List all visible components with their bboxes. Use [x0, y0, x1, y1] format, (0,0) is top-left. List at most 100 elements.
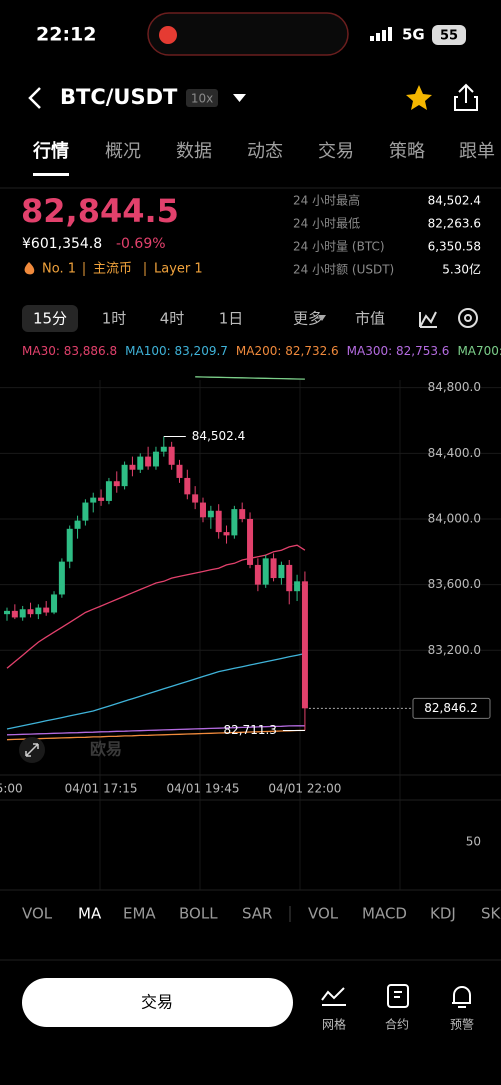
- action-label[interactable]: 网格: [322, 1017, 346, 1032]
- interval-active: [22, 305, 78, 332]
- tag: Layer 1: [154, 262, 203, 277]
- price-cny: ¥601,354.8: [22, 236, 102, 252]
- tab[interactable]: 策略: [389, 141, 425, 162]
- candle-body: [254, 564, 261, 585]
- change: -0.69%: [116, 236, 166, 252]
- alert-icon[interactable]: [452, 986, 471, 1008]
- candle-body: [145, 456, 152, 467]
- action-label[interactable]: 预警: [450, 1017, 474, 1032]
- action-label[interactable]: 合约: [385, 1017, 409, 1032]
- candle-body: [301, 581, 308, 709]
- battery-level: 55: [440, 29, 458, 44]
- trade-button[interactable]: [22, 978, 293, 1027]
- indicator[interactable]: EMA: [123, 905, 156, 923]
- rank: No. 1: [42, 262, 76, 277]
- battery: [432, 25, 466, 45]
- indicator[interactable]: SAR: [242, 905, 272, 923]
- watermark: 欧易: [90, 740, 122, 759]
- settings[interactable]: [458, 308, 478, 328]
- candle-body: [286, 564, 293, 592]
- interval[interactable]: 市值: [355, 310, 385, 328]
- candle-body: [4, 610, 10, 615]
- futures-lines: [394, 991, 402, 998]
- futures-icon[interactable]: [387, 984, 409, 1008]
- candle-body: [200, 502, 206, 518]
- pair[interactable]: BTC/USDT: [60, 85, 178, 109]
- legend-entry: MA10083,209.7: [125, 344, 228, 358]
- last-price-label: 82,846.2: [424, 701, 477, 715]
- candle-body: [215, 510, 222, 533]
- tab[interactable]: 概况: [105, 141, 141, 162]
- pair-dropdown[interactable]: [233, 94, 246, 102]
- candle-body: [121, 464, 128, 487]
- indicator[interactable]: MACD: [362, 905, 407, 923]
- leverage: 10x: [191, 92, 213, 106]
- grid-icon[interactable]: [321, 987, 346, 1006]
- indicator[interactable]: SKDJ: [481, 905, 501, 923]
- indicator[interactable]: KDJ: [430, 905, 456, 923]
- tab[interactable]: 交易: [318, 141, 354, 162]
- legend-text: MA30: [22, 344, 64, 358]
- tab-underline: [33, 173, 69, 176]
- stat-label: 24 小时额 (USDT): [293, 263, 394, 277]
- candle-body: [160, 446, 167, 452]
- legend-text: 82,732.6: [285, 344, 339, 358]
- indicator[interactable]: VOL: [308, 905, 339, 923]
- legend-text: 83,886.8: [63, 344, 118, 358]
- tab[interactable]: 行情: [32, 140, 69, 162]
- indicator[interactable]: MA: [78, 905, 102, 923]
- x-tick-label: 15:00: [0, 782, 23, 796]
- ma-line: [6, 652, 306, 730]
- flame: [24, 262, 35, 275]
- candle-body: [231, 509, 238, 536]
- tab[interactable]: 跟单: [459, 141, 495, 162]
- network: 5G: [402, 26, 425, 44]
- tab[interactable]: 数据: [176, 141, 212, 162]
- x-tick-label: 04/01 22:00: [268, 782, 341, 796]
- candle-body: [11, 610, 18, 618]
- candle-body: [129, 464, 136, 470]
- indicator[interactable]: BOLL: [179, 905, 218, 923]
- x-tick-label: 04/01 19:45: [167, 782, 240, 796]
- low-marker-label: 82,711.3: [223, 723, 276, 737]
- interval[interactable]: 4时: [160, 310, 185, 328]
- trade-label[interactable]: 交易: [141, 993, 173, 1012]
- share[interactable]: [454, 83, 478, 111]
- candle-body: [27, 609, 34, 615]
- candle-body: [82, 502, 89, 521]
- candle-body: [270, 558, 277, 579]
- legend-text: MA300: [347, 344, 396, 358]
- interval[interactable]: 1时: [102, 310, 127, 328]
- drawing-tool[interactable]: [419, 311, 437, 328]
- candle-body: [239, 509, 246, 519]
- candle-body: [43, 607, 50, 613]
- tag: 主流币: [93, 262, 132, 277]
- indicator[interactable]: VOL: [22, 905, 53, 923]
- record-dot: [159, 26, 177, 44]
- interval[interactable]: 15分: [33, 310, 67, 328]
- ma-line: [195, 376, 305, 380]
- dynamic-island: [147, 12, 349, 56]
- candle-body: [223, 532, 230, 536]
- tab[interactable]: 动态: [247, 141, 283, 162]
- candle-body: [90, 497, 97, 503]
- candle-body: [58, 561, 65, 595]
- high-marker-label: 84,502.4: [192, 429, 245, 443]
- candle-body: [192, 494, 199, 503]
- candle-body: [98, 497, 105, 501]
- ma-line: [6, 725, 305, 736]
- stat-label: 24 小时最低: [293, 217, 360, 231]
- stat-label: 24 小时量 (BTC): [293, 240, 385, 254]
- favorite[interactable]: [406, 85, 432, 110]
- settings-core: [464, 314, 472, 322]
- ma-line: [6, 729, 305, 741]
- stat-value: 84,502.4: [428, 194, 481, 208]
- candle-body: [176, 464, 183, 478]
- interval[interactable]: 更多: [293, 310, 323, 328]
- interval[interactable]: 1日: [219, 310, 244, 328]
- back[interactable]: [28, 87, 41, 109]
- candle-body: [262, 558, 269, 585]
- more-caret: [318, 315, 326, 321]
- leverage-badge: [186, 89, 218, 107]
